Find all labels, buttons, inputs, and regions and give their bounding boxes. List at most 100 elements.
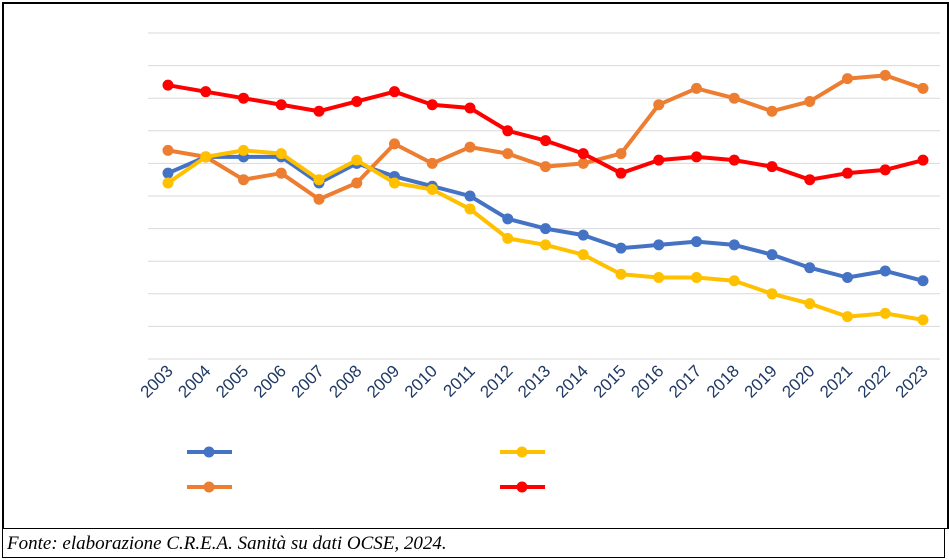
x-tick-label: 2011 xyxy=(440,361,479,400)
point xyxy=(879,307,891,319)
point xyxy=(577,229,589,241)
point xyxy=(464,141,476,153)
point xyxy=(653,99,665,111)
point xyxy=(502,125,514,137)
point xyxy=(464,190,476,202)
point xyxy=(502,232,514,244)
point xyxy=(275,148,287,160)
x-tick-label: 2023 xyxy=(892,361,932,401)
x-tick-label: 2021 xyxy=(816,361,856,401)
x-tick-label: 2003 xyxy=(137,361,177,401)
point xyxy=(389,177,400,189)
legend-marker xyxy=(516,481,528,493)
point xyxy=(615,167,627,179)
point xyxy=(389,86,400,98)
source-note: Fonte: elaborazione C.R.E.A. Sanità su d… xyxy=(2,529,945,558)
point xyxy=(691,82,702,94)
point xyxy=(313,193,325,205)
point xyxy=(275,99,287,111)
x-tick-label: 2015 xyxy=(590,361,630,401)
point xyxy=(804,174,816,186)
point xyxy=(389,138,400,150)
point xyxy=(728,239,740,251)
point xyxy=(691,151,702,163)
point xyxy=(879,69,891,81)
point xyxy=(917,154,929,166)
point xyxy=(238,92,249,104)
point xyxy=(917,82,929,94)
point xyxy=(766,288,778,300)
point xyxy=(653,154,665,166)
point xyxy=(879,164,891,176)
point xyxy=(577,249,589,261)
point xyxy=(351,154,363,166)
point xyxy=(162,79,174,91)
point xyxy=(426,157,438,169)
point xyxy=(766,161,778,173)
point xyxy=(540,135,551,147)
x-tick-label: 2020 xyxy=(778,361,818,401)
legend-marker xyxy=(516,446,528,458)
point xyxy=(464,102,476,114)
point xyxy=(728,275,740,287)
x-tick-label: 2005 xyxy=(212,361,252,401)
x-tick-label: 2019 xyxy=(741,361,781,401)
point xyxy=(313,174,325,186)
legend-marker xyxy=(203,446,215,458)
x-tick-label: 2016 xyxy=(627,361,667,401)
point xyxy=(804,262,816,274)
point xyxy=(275,167,287,179)
x-tick-label: 2004 xyxy=(174,361,214,401)
x-tick-label: 2010 xyxy=(401,361,441,401)
point xyxy=(200,86,212,98)
x-tick-label: 2017 xyxy=(665,361,705,401)
point xyxy=(766,249,778,261)
chart-frame xyxy=(2,2,949,529)
point xyxy=(577,157,589,169)
point xyxy=(577,148,589,160)
point xyxy=(615,148,627,160)
point xyxy=(615,242,627,254)
point xyxy=(540,239,551,251)
point xyxy=(502,148,514,160)
point xyxy=(691,272,702,283)
chart: 2003200420052006200720082009201020112012… xyxy=(137,32,940,493)
point xyxy=(540,223,551,235)
x-tick-label: 2012 xyxy=(476,361,516,401)
x-tick-label: 2007 xyxy=(288,361,328,401)
point xyxy=(917,314,929,326)
point xyxy=(766,105,778,117)
point xyxy=(842,311,853,323)
point xyxy=(879,265,891,277)
x-tick-label: 2022 xyxy=(854,361,894,401)
point xyxy=(728,92,740,104)
point xyxy=(313,105,325,117)
point xyxy=(653,239,665,251)
x-tick-label: 2014 xyxy=(552,361,592,401)
point xyxy=(426,183,438,195)
point xyxy=(653,272,665,283)
point xyxy=(804,298,816,310)
x-tick-label: 2008 xyxy=(325,361,365,401)
point xyxy=(842,272,853,283)
point xyxy=(691,236,702,248)
point xyxy=(238,144,249,156)
point xyxy=(464,203,476,215)
point xyxy=(200,151,212,163)
point xyxy=(162,177,174,189)
point xyxy=(540,161,551,173)
x-tick-label: 2013 xyxy=(514,361,554,401)
point xyxy=(842,167,853,179)
legend-marker xyxy=(203,481,215,493)
point xyxy=(162,144,174,156)
point xyxy=(615,268,627,280)
point xyxy=(917,275,929,287)
x-tick-label: 2006 xyxy=(250,361,290,401)
x-tick-label: 2009 xyxy=(363,361,403,401)
point xyxy=(238,174,249,186)
point xyxy=(502,213,514,225)
point xyxy=(426,99,438,111)
point xyxy=(351,177,363,189)
point xyxy=(842,73,853,85)
